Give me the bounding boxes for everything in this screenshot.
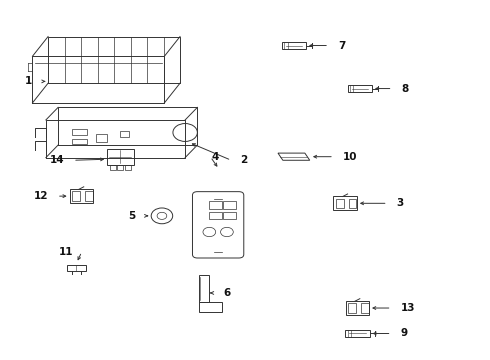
Bar bbox=[72, 129, 87, 135]
Bar bbox=[348, 303, 356, 313]
Bar bbox=[361, 303, 368, 313]
Bar bbox=[121, 131, 129, 137]
Text: 8: 8 bbox=[401, 84, 409, 94]
Text: 1: 1 bbox=[25, 76, 32, 86]
Bar bbox=[198, 302, 222, 312]
Bar bbox=[85, 192, 93, 201]
Bar bbox=[117, 165, 123, 170]
Text: 10: 10 bbox=[343, 152, 357, 162]
Bar bbox=[223, 212, 236, 220]
Text: 13: 13 bbox=[400, 303, 415, 313]
Bar bbox=[223, 201, 236, 209]
Bar bbox=[336, 199, 343, 208]
Bar bbox=[209, 201, 222, 209]
Text: 5: 5 bbox=[128, 211, 136, 221]
Bar bbox=[72, 139, 87, 144]
Bar bbox=[333, 197, 357, 210]
Bar bbox=[345, 330, 369, 337]
Bar bbox=[110, 165, 116, 170]
Bar bbox=[72, 192, 80, 201]
Bar bbox=[70, 189, 93, 203]
Text: 6: 6 bbox=[223, 288, 230, 298]
Text: 12: 12 bbox=[34, 191, 48, 201]
Bar bbox=[67, 265, 86, 271]
Text: 3: 3 bbox=[396, 198, 404, 208]
Text: 4: 4 bbox=[212, 152, 219, 162]
Bar bbox=[198, 275, 209, 302]
Bar bbox=[96, 134, 107, 142]
Text: 11: 11 bbox=[58, 247, 73, 257]
Bar bbox=[107, 149, 134, 165]
Bar bbox=[125, 165, 131, 170]
Bar bbox=[209, 212, 222, 220]
Bar bbox=[348, 199, 356, 208]
Text: 9: 9 bbox=[400, 328, 408, 338]
Text: 14: 14 bbox=[49, 155, 64, 165]
Text: 2: 2 bbox=[240, 155, 247, 165]
Bar bbox=[282, 42, 306, 49]
Bar bbox=[345, 301, 369, 315]
Text: 7: 7 bbox=[338, 41, 345, 50]
Bar bbox=[347, 85, 372, 92]
